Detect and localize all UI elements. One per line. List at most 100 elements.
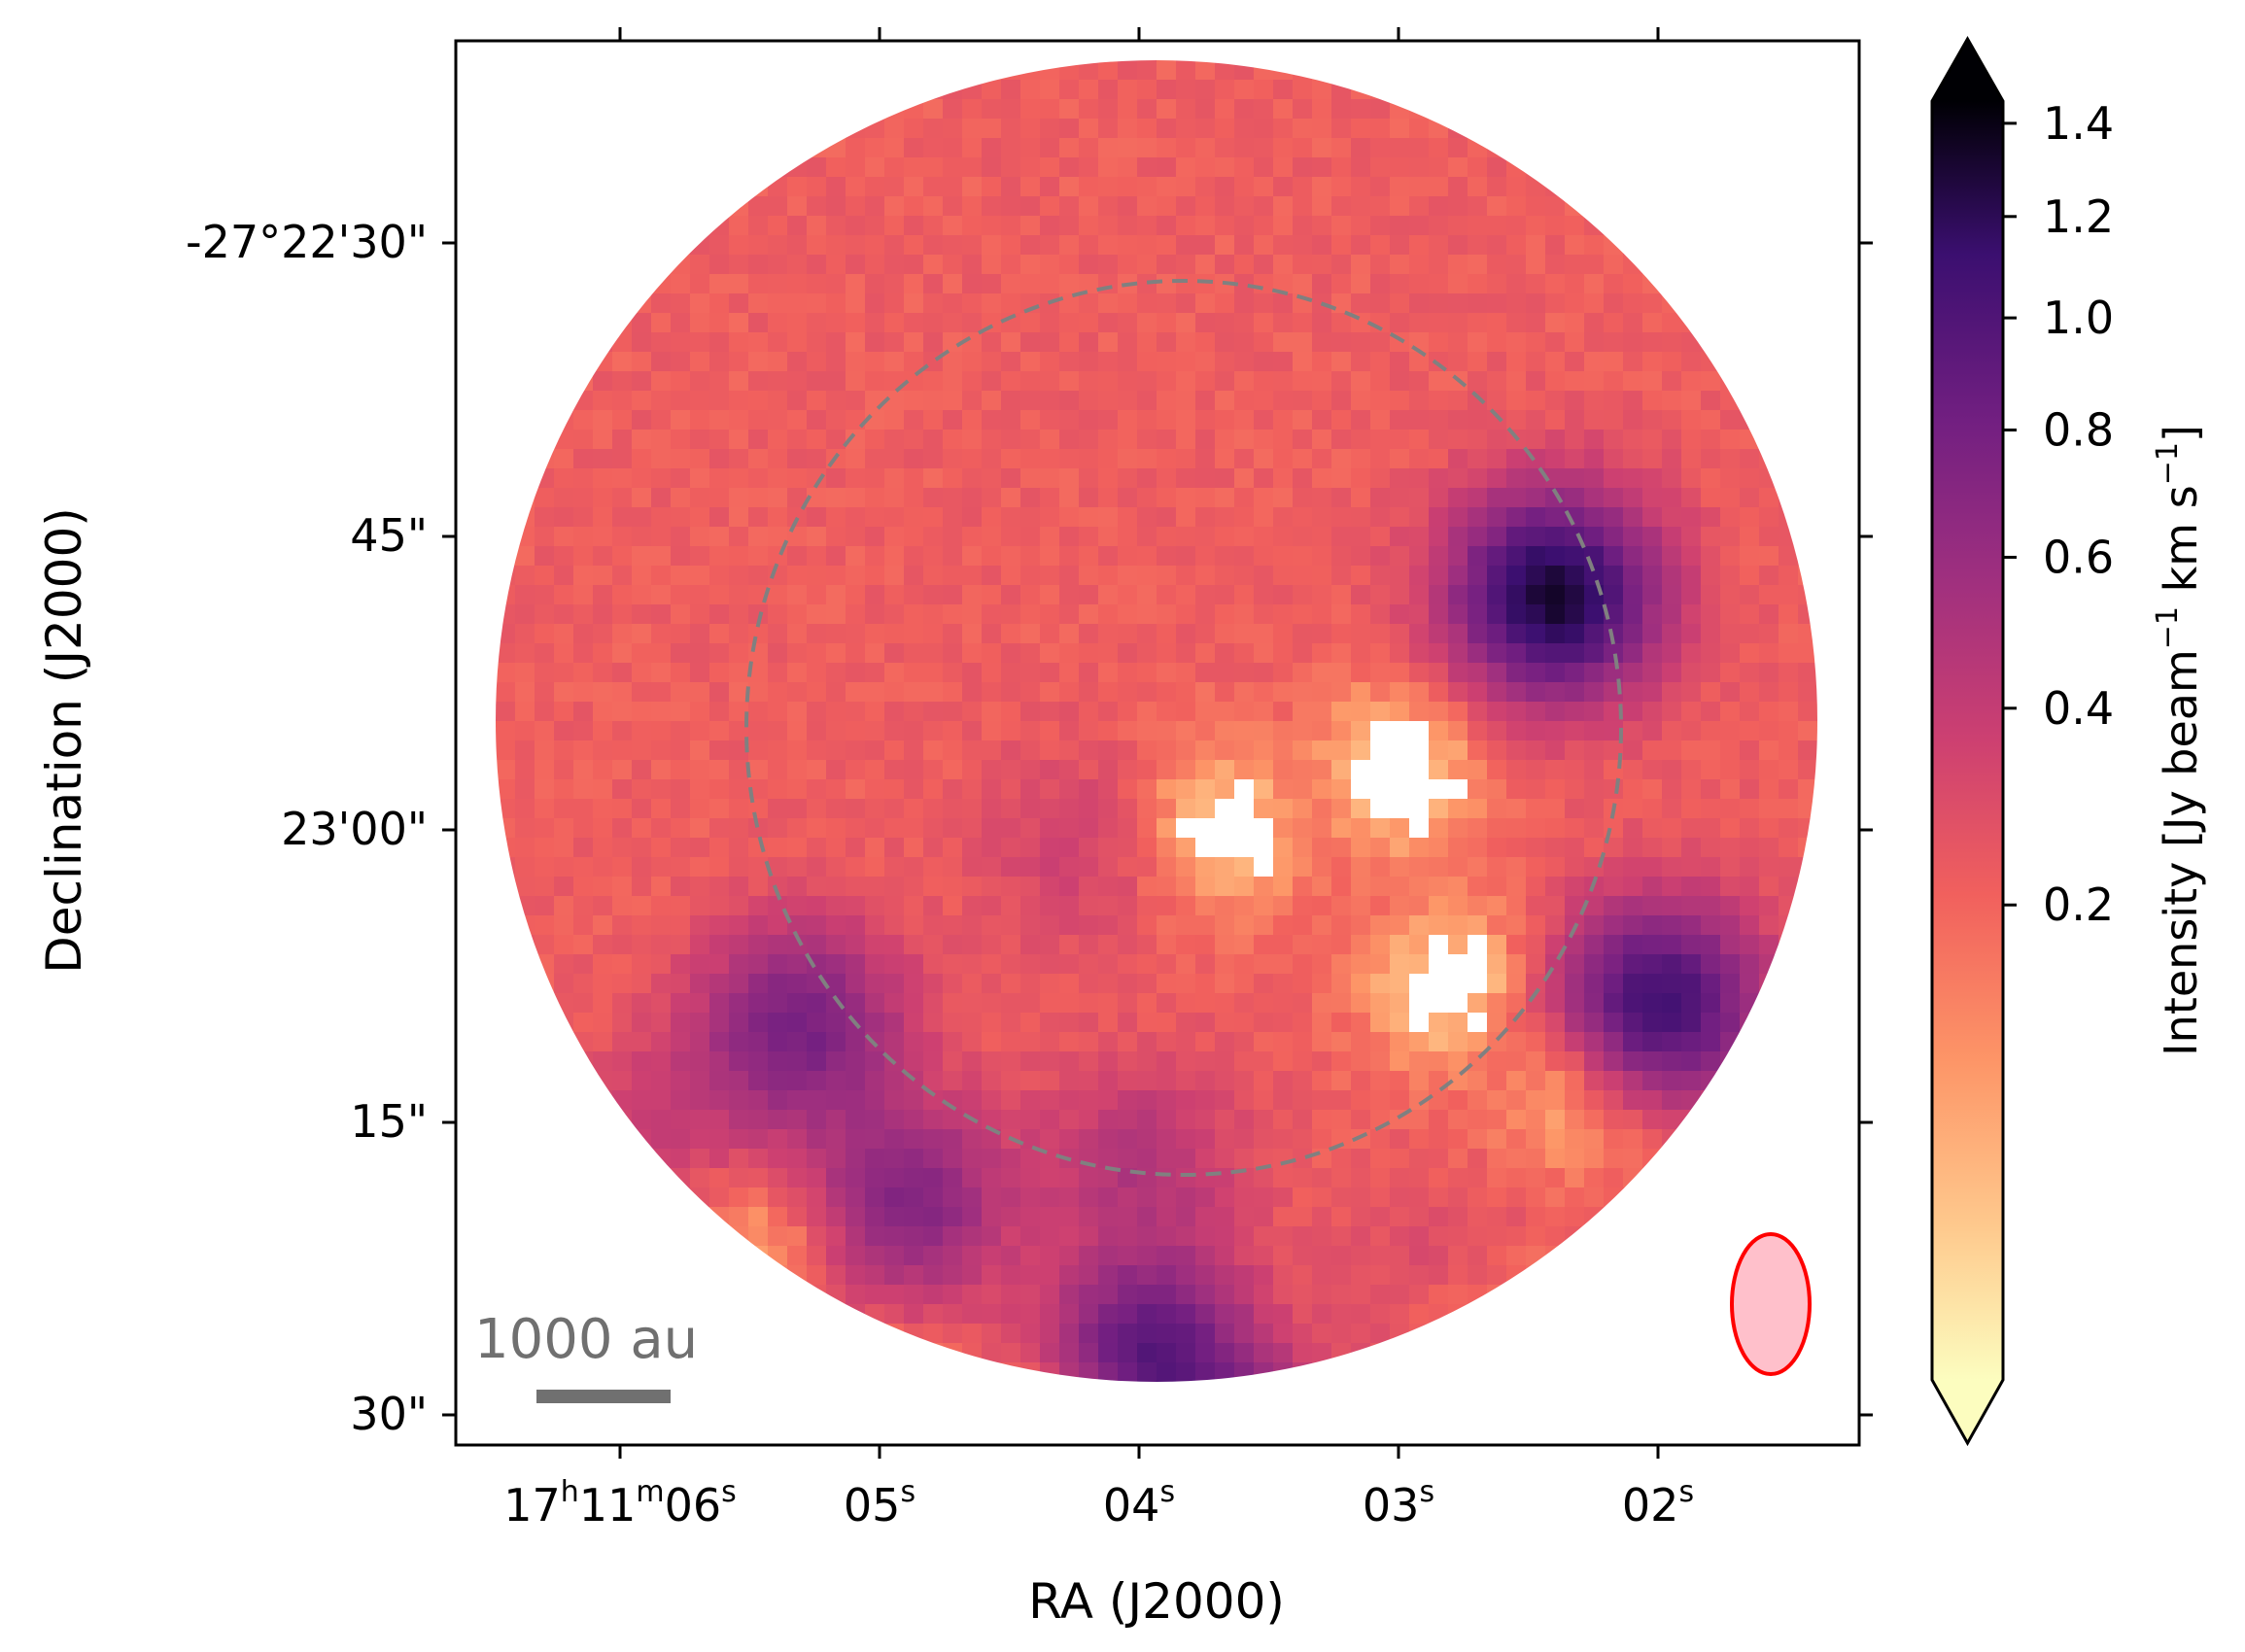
map-pixel: [826, 1071, 846, 1090]
map-pixel: [1331, 99, 1351, 119]
map-pixel: [1351, 1110, 1370, 1129]
map-pixel: [943, 216, 962, 235]
map-pixel: [651, 1013, 671, 1032]
map-pixel: [1040, 99, 1059, 119]
map-pixel: [1506, 546, 1526, 566]
map-pixel: [1118, 80, 1137, 99]
map-pixel: [1506, 449, 1526, 468]
axes-frame: [454, 39, 1861, 1447]
map-pixel: [1759, 449, 1779, 468]
map-pixel: [884, 566, 904, 585]
map-pixel: [1157, 1032, 1176, 1051]
map-pixel: [1662, 954, 1681, 974]
map-pixel: [1059, 1187, 1079, 1207]
map-pixel: [1740, 799, 1759, 818]
map-pixel: [826, 235, 846, 255]
map-pixel: [1351, 721, 1370, 740]
map-pixel: [1215, 391, 1234, 410]
map-pixel: [1526, 157, 1545, 177]
map-pixel: [1234, 663, 1254, 682]
plot-area: 1000 au: [454, 39, 1861, 1447]
map-pixel: [632, 896, 651, 915]
map-pixel: [1176, 177, 1195, 196]
map-pixel: [1681, 604, 1701, 624]
map-pixel: [1137, 352, 1157, 371]
map-pixel: [1487, 449, 1506, 468]
map-pixel: [729, 391, 748, 410]
map-pixel: [1351, 1207, 1370, 1226]
map-pixel: [748, 896, 768, 915]
map-pixel: [1642, 1110, 1662, 1129]
map-pixel: [1545, 915, 1565, 935]
map-pixel: [1001, 663, 1020, 682]
map-pixel: [1409, 1032, 1429, 1051]
map-pixel: [1195, 566, 1215, 585]
map-pixel: [1429, 449, 1448, 468]
map-pixel: [1565, 488, 1584, 507]
map-pixel: [1370, 352, 1390, 371]
map-pixel: [1331, 818, 1351, 838]
map-pixel: [1157, 1343, 1176, 1362]
map-pixel: [1118, 527, 1137, 546]
map-pixel: [1331, 255, 1351, 274]
map-pixel: [709, 546, 729, 566]
map-pixel: [1020, 682, 1040, 702]
map-pixel: [593, 935, 612, 954]
map-pixel: [1254, 391, 1273, 410]
map-pixel: [632, 877, 651, 896]
map-pixel: [1254, 993, 1273, 1013]
map-pixel: [1448, 507, 1468, 527]
map-pixel: [671, 721, 690, 740]
map-pixel: [1293, 877, 1312, 896]
map-pixel: [593, 391, 612, 410]
map-pixel: [651, 721, 671, 740]
map-pixel: [1040, 1090, 1059, 1110]
map-pixel: [1176, 1246, 1195, 1265]
map-pixel: [729, 1071, 748, 1090]
map-pixel: [1565, 799, 1584, 818]
map-pixel: [1448, 818, 1468, 838]
map-pixel: [1001, 235, 1020, 255]
map-pixel: [1468, 1246, 1487, 1265]
map-pixel: [982, 740, 1001, 760]
map-pixel: [1157, 371, 1176, 391]
map-pixel: [1662, 877, 1681, 896]
map-pixel: [1312, 468, 1331, 488]
map-pixel: [1079, 857, 1098, 877]
map-pixel: [1545, 1246, 1565, 1265]
map-pixel: [962, 1051, 982, 1071]
map-pixel: [1001, 255, 1020, 274]
map-pixel: [1506, 1129, 1526, 1149]
map-pixel: [535, 682, 554, 702]
map-pixel: [671, 779, 690, 799]
map-pixel: [826, 352, 846, 371]
map-pixel: [1331, 60, 1351, 80]
map-pixel: [1487, 1051, 1506, 1071]
map-pixel: [1079, 643, 1098, 663]
map-pixel: [1157, 682, 1176, 702]
map-pixel: [1137, 507, 1157, 527]
map-pixel: [1079, 954, 1098, 974]
map-pixel: [865, 643, 884, 663]
map-pixel: [1331, 1051, 1351, 1071]
map-pixel: [1604, 1051, 1623, 1071]
map-pixel: [1506, 857, 1526, 877]
map-pixel: [846, 838, 865, 857]
map-pixel: [1798, 546, 1817, 566]
map-pixel: [1157, 740, 1176, 760]
map-pixel: [982, 702, 1001, 721]
map-pixel: [1779, 546, 1798, 566]
map-pixel: [1584, 954, 1604, 974]
map-pixel: [1137, 1013, 1157, 1032]
map-pixel: [1701, 877, 1720, 896]
map-pixel: [671, 624, 690, 643]
map-pixel: [573, 391, 593, 410]
map-pixel: [632, 993, 651, 1013]
map-pixel: [982, 1032, 1001, 1051]
map-pixel: [1040, 915, 1059, 935]
map-pixel: [962, 779, 982, 799]
map-pixel: [1079, 1013, 1098, 1032]
map-pixel: [632, 430, 651, 449]
map-pixel: [1001, 1051, 1020, 1071]
map-pixel: [1157, 352, 1176, 371]
